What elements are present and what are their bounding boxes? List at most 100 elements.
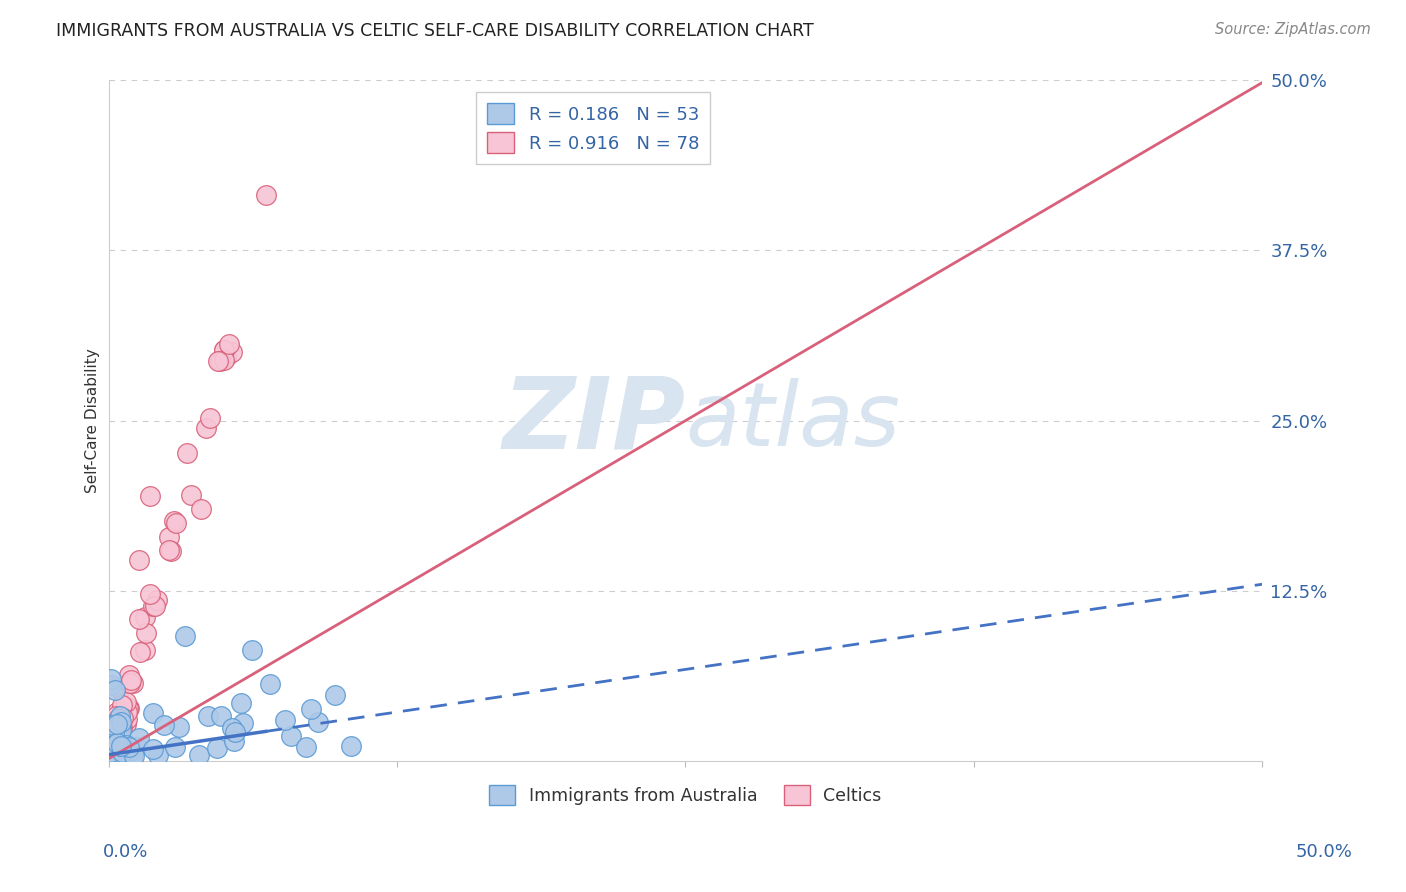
Point — [100, 748, 122, 763]
Point — [103, 726, 125, 740]
Point — [232, 716, 254, 731]
Point — [224, 725, 246, 739]
Point — [142, 741, 165, 756]
Point — [118, 740, 141, 755]
Point — [110, 739, 132, 754]
Point — [254, 188, 277, 202]
Point — [108, 708, 131, 723]
Point — [120, 676, 142, 690]
Point — [103, 736, 125, 750]
Point — [101, 727, 124, 741]
Point — [340, 739, 363, 754]
Point — [280, 729, 302, 743]
Point — [117, 701, 139, 715]
Point — [107, 747, 129, 762]
Point — [107, 752, 129, 766]
Point — [114, 717, 136, 731]
Point — [176, 446, 198, 460]
Point — [221, 721, 243, 735]
Point — [180, 488, 202, 502]
Point — [145, 593, 167, 607]
Point — [105, 717, 128, 731]
Point — [198, 411, 221, 425]
Point — [139, 489, 162, 503]
Point — [157, 530, 180, 544]
Text: atlas: atlas — [685, 377, 900, 464]
Point — [134, 610, 156, 624]
Point — [107, 712, 129, 726]
Point — [101, 734, 124, 748]
Point — [112, 699, 135, 714]
Point — [190, 502, 212, 516]
Point — [115, 712, 138, 726]
Point — [295, 739, 318, 754]
Point — [187, 748, 209, 763]
Point — [259, 677, 281, 691]
Point — [100, 752, 122, 766]
Point — [231, 696, 253, 710]
Point — [103, 738, 125, 752]
Point — [103, 726, 125, 740]
Point — [111, 698, 134, 713]
Point — [134, 643, 156, 657]
Point — [111, 745, 134, 759]
Point — [218, 337, 240, 351]
Point — [100, 736, 122, 750]
Point — [101, 733, 124, 747]
Point — [167, 720, 190, 734]
Point — [101, 712, 124, 726]
Point — [100, 678, 122, 692]
Point — [107, 715, 129, 730]
Point — [197, 709, 219, 723]
Point — [142, 706, 165, 720]
Point — [163, 514, 186, 528]
Point — [195, 421, 218, 435]
Point — [108, 728, 131, 742]
Point — [307, 715, 329, 730]
Point — [100, 724, 122, 739]
Point — [110, 752, 132, 766]
Point — [120, 673, 142, 687]
Point — [128, 612, 150, 626]
Point — [101, 738, 124, 752]
Legend: Immigrants from Australia, Celtics: Immigrants from Australia, Celtics — [481, 777, 890, 814]
Point — [128, 552, 150, 566]
Point — [105, 733, 128, 747]
Point — [111, 735, 134, 749]
Point — [103, 728, 125, 742]
Point — [274, 713, 297, 727]
Point — [209, 354, 232, 368]
Point — [215, 350, 238, 364]
Point — [173, 629, 195, 643]
Point — [212, 343, 235, 357]
Point — [142, 599, 165, 613]
Point — [115, 705, 138, 719]
Text: Source: ZipAtlas.com: Source: ZipAtlas.com — [1215, 22, 1371, 37]
Point — [105, 736, 128, 750]
Point — [110, 739, 132, 753]
Point — [209, 709, 232, 723]
Point — [103, 713, 125, 727]
Point — [103, 749, 125, 764]
Point — [100, 739, 122, 753]
Point — [108, 752, 131, 766]
Point — [323, 689, 346, 703]
Point — [100, 672, 122, 686]
Point — [103, 730, 125, 744]
Point — [122, 748, 145, 763]
Point — [160, 543, 183, 558]
Point — [299, 702, 322, 716]
Point — [110, 719, 132, 733]
Point — [129, 645, 152, 659]
Point — [112, 750, 135, 764]
Y-axis label: Self-Care Disability: Self-Care Disability — [86, 349, 100, 493]
Point — [108, 730, 131, 744]
Point — [104, 682, 127, 697]
Point — [139, 587, 162, 601]
Point — [240, 642, 263, 657]
Point — [105, 713, 128, 727]
Point — [165, 739, 187, 754]
Point — [205, 740, 228, 755]
Point — [100, 752, 122, 766]
Point — [100, 736, 122, 750]
